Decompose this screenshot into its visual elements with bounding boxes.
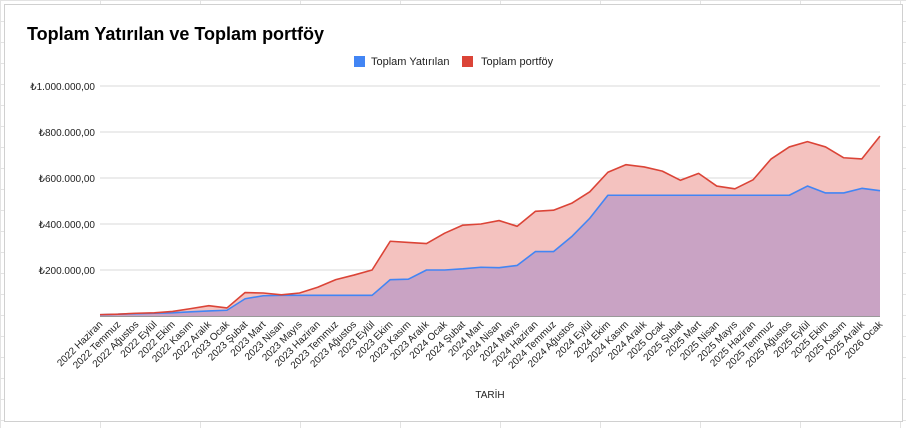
series-areas <box>100 136 880 316</box>
series-area-invested <box>100 186 880 316</box>
chart-title: Toplam Yatırılan ve Toplam portföy <box>27 24 324 44</box>
y-tick-labels: ₺200.000,00 ₺400.000,00 ₺600.000,00 ₺800.00… <box>30 82 95 277</box>
y-tick-label: ₺600.000,00 <box>39 174 96 185</box>
y-tick-label: ₺200.000,00 <box>39 266 96 277</box>
legend-swatch-invested <box>354 56 365 67</box>
y-tick-label: ₺1.000.000,00 <box>30 82 95 93</box>
series-line-portfolio <box>99 135 881 316</box>
series-lines <box>99 135 881 316</box>
series-line-invested <box>99 185 881 316</box>
legend: Toplam Yatırılan Toplam portföy <box>354 56 554 68</box>
legend-swatch-portfolio <box>462 56 473 67</box>
y-tick-label: ₺800.000,00 <box>39 128 96 139</box>
legend-label-portfolio: Toplam portföy <box>481 56 554 68</box>
x-axis-label: TARİH <box>475 388 504 401</box>
legend-label-invested: Toplam Yatırılan <box>371 56 449 68</box>
y-tick-label: ₺400.000,00 <box>39 220 96 231</box>
